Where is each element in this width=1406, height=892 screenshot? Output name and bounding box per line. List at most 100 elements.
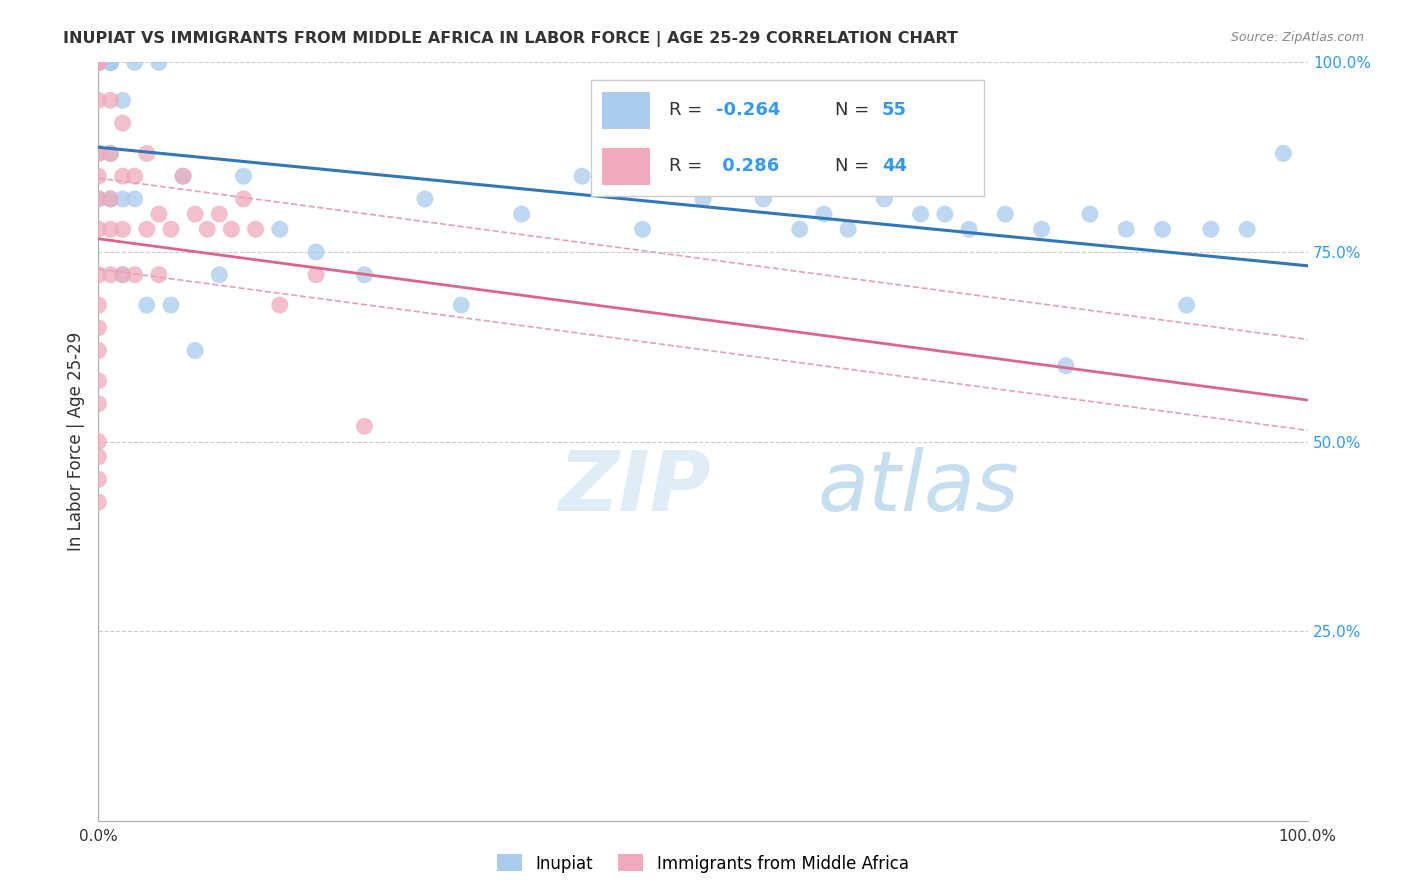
Point xyxy=(305,268,328,282)
Point xyxy=(160,222,183,236)
Point xyxy=(87,55,110,70)
Point xyxy=(221,222,243,236)
Text: atlas: atlas xyxy=(818,447,1019,527)
Point xyxy=(994,207,1017,221)
Point xyxy=(1115,222,1137,236)
Point xyxy=(510,207,533,221)
Text: ZIP: ZIP xyxy=(558,447,710,527)
Point xyxy=(100,55,122,70)
Point xyxy=(269,222,291,236)
Point xyxy=(195,222,218,236)
Point xyxy=(100,55,122,70)
Point xyxy=(87,222,110,236)
Point xyxy=(87,55,110,70)
Text: N =: N = xyxy=(835,157,875,175)
Point xyxy=(111,192,134,206)
Text: N =: N = xyxy=(835,102,875,120)
Point xyxy=(87,146,110,161)
Point xyxy=(571,169,593,184)
Text: 44: 44 xyxy=(882,157,907,175)
Point xyxy=(87,343,110,358)
Point xyxy=(208,268,231,282)
Point xyxy=(87,55,110,70)
Point xyxy=(413,192,436,206)
Point xyxy=(172,169,194,184)
Text: 55: 55 xyxy=(882,102,907,120)
Point xyxy=(87,55,110,70)
Point xyxy=(135,298,157,312)
Point xyxy=(305,244,328,259)
Point xyxy=(111,268,134,282)
Point xyxy=(631,222,654,236)
Text: 0.286: 0.286 xyxy=(717,157,780,175)
Point xyxy=(87,55,110,70)
Point xyxy=(111,268,134,282)
Point xyxy=(1078,207,1101,221)
Point xyxy=(100,192,122,206)
Point xyxy=(1175,298,1198,312)
Point xyxy=(353,419,375,434)
Legend: Inupiat, Immigrants from Middle Africa: Inupiat, Immigrants from Middle Africa xyxy=(491,847,915,880)
Point xyxy=(184,207,207,221)
Point xyxy=(100,192,122,206)
Point xyxy=(124,192,146,206)
Point xyxy=(87,55,110,70)
Y-axis label: In Labor Force | Age 25-29: In Labor Force | Age 25-29 xyxy=(66,332,84,551)
Point xyxy=(111,222,134,236)
Point xyxy=(148,207,170,221)
Text: -0.264: -0.264 xyxy=(717,102,780,120)
Point xyxy=(124,169,146,184)
FancyBboxPatch shape xyxy=(602,92,650,129)
Point xyxy=(87,55,110,70)
Point xyxy=(172,169,194,184)
Point xyxy=(934,207,956,221)
Point xyxy=(124,55,146,70)
Point xyxy=(245,222,267,236)
Point xyxy=(87,169,110,184)
Point xyxy=(100,146,122,161)
Point xyxy=(87,396,110,410)
Point xyxy=(87,268,110,282)
Point xyxy=(87,473,110,487)
Point xyxy=(100,55,122,70)
Text: R =: R = xyxy=(669,102,709,120)
Point xyxy=(148,55,170,70)
Point xyxy=(135,146,157,161)
Point xyxy=(124,268,146,282)
Point xyxy=(1236,222,1258,236)
Point xyxy=(353,268,375,282)
Point xyxy=(208,207,231,221)
Point xyxy=(87,298,110,312)
Point xyxy=(752,192,775,206)
Point xyxy=(184,343,207,358)
Point xyxy=(1054,359,1077,373)
Point xyxy=(135,222,157,236)
Point xyxy=(873,192,896,206)
Point xyxy=(1199,222,1222,236)
Point xyxy=(87,146,110,161)
Text: Source: ZipAtlas.com: Source: ZipAtlas.com xyxy=(1230,31,1364,45)
Point xyxy=(450,298,472,312)
Point xyxy=(87,192,110,206)
Point xyxy=(692,192,714,206)
Point xyxy=(100,55,122,70)
Point xyxy=(837,222,859,236)
Point xyxy=(100,146,122,161)
Point xyxy=(789,222,811,236)
Point xyxy=(87,55,110,70)
FancyBboxPatch shape xyxy=(602,147,650,185)
Point xyxy=(87,94,110,108)
Point xyxy=(148,268,170,282)
Point xyxy=(87,192,110,206)
Point xyxy=(87,320,110,334)
Point xyxy=(111,94,134,108)
Point xyxy=(957,222,980,236)
Point xyxy=(100,94,122,108)
Point xyxy=(232,169,254,184)
Point xyxy=(1152,222,1174,236)
Point xyxy=(1031,222,1053,236)
Point xyxy=(269,298,291,312)
Point xyxy=(232,192,254,206)
Point xyxy=(100,222,122,236)
Point xyxy=(111,169,134,184)
